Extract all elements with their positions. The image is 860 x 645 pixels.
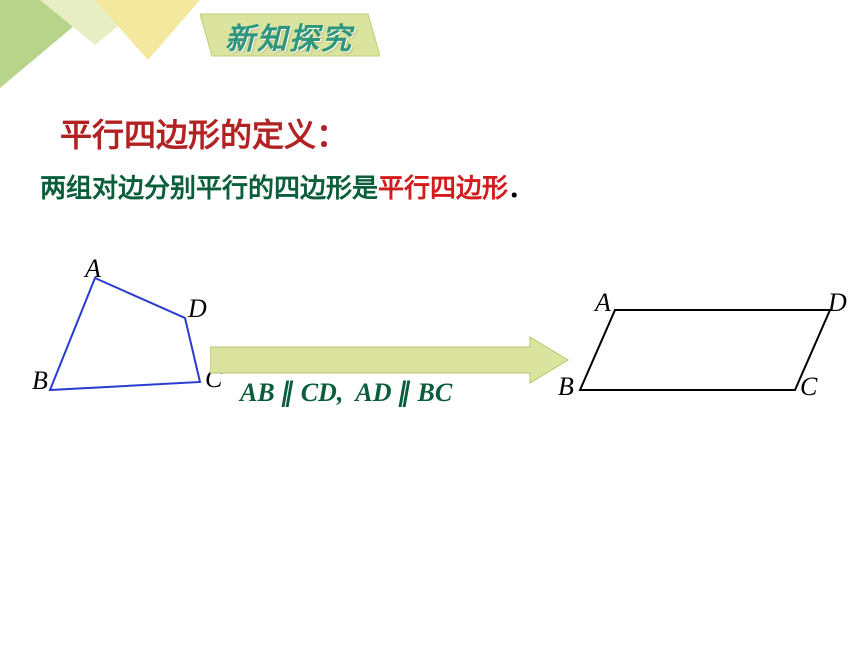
corner-tri-3 <box>95 0 200 60</box>
section-banner-text: 新知探究 <box>225 14 353 58</box>
diagram-area: A D C B AB ∥ CD, AD ∥ BC A D C B <box>10 260 850 460</box>
right-label-C: C <box>800 372 817 402</box>
definition-highlight: 平行四边形 <box>378 173 508 203</box>
right-para-shape <box>580 310 830 390</box>
corner-tri-2 <box>40 0 150 45</box>
right-parallelogram: A D C B <box>570 300 850 420</box>
right-label-A: A <box>595 288 611 318</box>
formula-seg-cd: CD <box>301 378 337 407</box>
formula-seg-ad: AD <box>355 378 391 407</box>
formula-seg-ab: AB <box>240 378 275 407</box>
right-label-D: D <box>828 288 847 318</box>
left-label-D: D <box>188 294 207 324</box>
left-quadrilateral: A D C B <box>30 260 220 410</box>
left-label-B: B <box>32 366 48 396</box>
definition-sentence: 两组对边分别平行的四边形是平行四边形． <box>40 168 534 205</box>
definition-prefix: 两组对边分别平行的四边形是 <box>40 173 378 203</box>
corner-decoration <box>0 0 200 90</box>
right-label-B: B <box>558 372 574 402</box>
definition-suffix: ． <box>508 173 534 203</box>
parallel-condition: AB ∥ CD, AD ∥ BC <box>240 378 452 408</box>
formula-sep: , <box>337 378 344 407</box>
arrow-shape <box>210 337 568 383</box>
parallel-symbol-2: ∥ <box>395 378 413 408</box>
left-label-A: A <box>85 254 101 284</box>
definition-title: 平行四边形的定义： <box>60 110 348 156</box>
left-quad-shape <box>50 278 200 390</box>
formula-seg-bc: BC <box>417 378 452 407</box>
parallel-symbol-1: ∥ <box>279 378 297 408</box>
corner-tri-1 <box>0 0 105 88</box>
